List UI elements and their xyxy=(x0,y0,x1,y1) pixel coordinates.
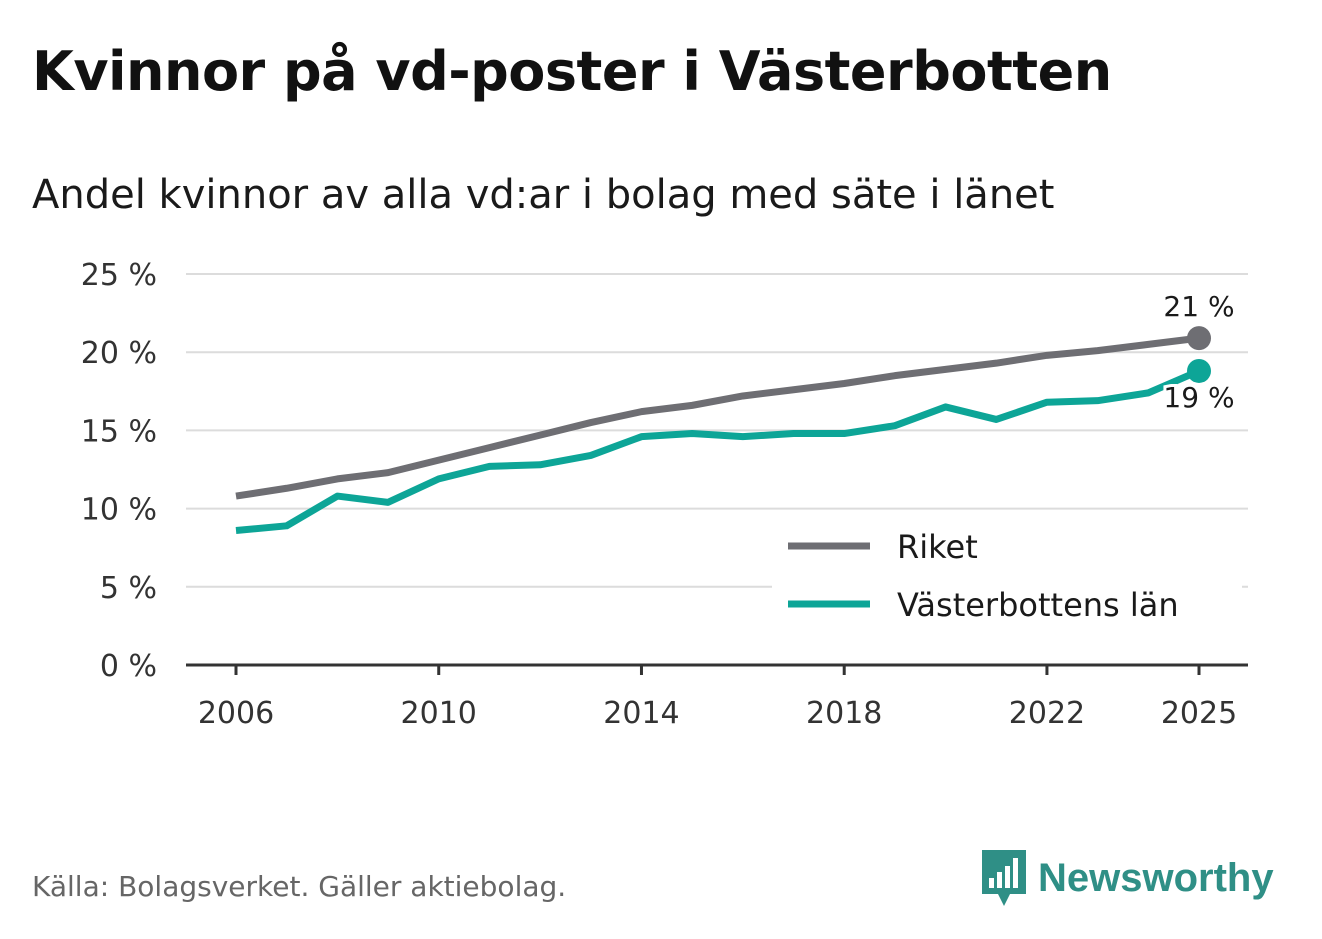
x-tick-label: 2006 xyxy=(198,696,274,731)
series-lines xyxy=(235,326,1211,534)
series-line-vasterbotten xyxy=(235,367,1201,534)
x-tick-label: 2025 xyxy=(1161,696,1237,731)
end-labels: 21 % 19 % xyxy=(1160,290,1237,417)
y-axis-ticks: 0 % 5 % 10 % 15 % 20 % 25 % xyxy=(81,258,157,684)
end-point-marker xyxy=(1187,358,1211,383)
x-tick-label: 2014 xyxy=(603,696,679,731)
newsworthy-logo: Newsworthy xyxy=(980,848,1274,908)
end-label-riket: 21 % xyxy=(1163,290,1234,323)
logo-text: Newsworthy xyxy=(1038,855,1274,900)
y-tick-label: 25 % xyxy=(81,258,157,293)
x-tick-label: 2022 xyxy=(1009,696,1085,731)
y-tick-label: 15 % xyxy=(81,414,157,449)
chart-subtitle: Andel kvinnor av alla vd:ar i bolag med … xyxy=(32,172,1055,218)
legend: Riket Västerbottens län xyxy=(772,518,1242,638)
x-axis-ticks: 2006 2010 2014 2018 2022 2025 xyxy=(198,665,1237,731)
y-tick-label: 0 % xyxy=(100,649,157,684)
x-tick-label: 2010 xyxy=(401,696,477,731)
source-note: Källa: Bolagsverket. Gäller aktiebolag. xyxy=(32,870,567,903)
chart-title: Kvinnor på vd-poster i Västerbotten xyxy=(32,40,1112,103)
y-tick-label: 10 % xyxy=(81,493,157,528)
bar-chart-speech-bubble-icon xyxy=(982,850,1026,906)
end-label-vasterbotten: 19 % xyxy=(1163,381,1234,414)
y-tick-label: 20 % xyxy=(81,336,157,371)
end-point-marker xyxy=(1187,326,1211,351)
x-tick-label: 2018 xyxy=(806,696,882,731)
y-tick-label: 5 % xyxy=(100,571,157,606)
legend-label: Riket xyxy=(897,528,978,566)
series-line-riket xyxy=(235,334,1200,500)
legend-label: Västerbottens län xyxy=(897,586,1179,624)
legend-background xyxy=(772,518,1242,638)
line-chart: 0 %5 %10 %15 %20 %25 % 2006 2010 2014 2018 2… xyxy=(81,258,1248,731)
